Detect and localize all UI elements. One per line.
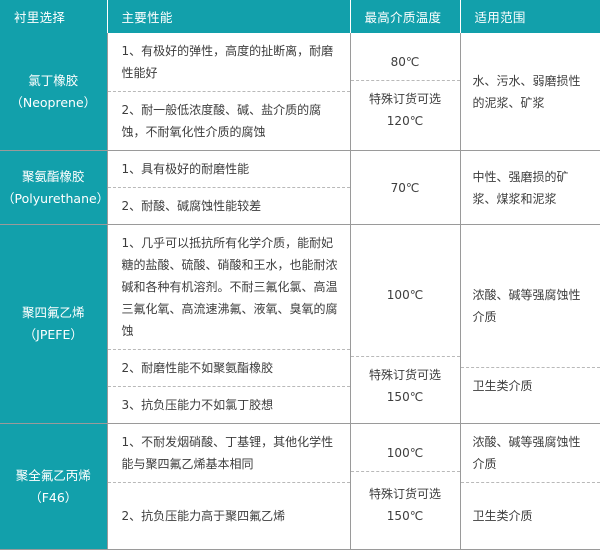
performance-text: 1、有极好的弹性，高度的扯断离，耐磨性能好 xyxy=(108,33,350,92)
lining-name-cn: 聚全氟乙丙烯 xyxy=(2,465,105,487)
list-item: 特殊订货可选 150℃ xyxy=(351,356,460,415)
temperature-note: 特殊订货可选 xyxy=(359,483,452,505)
list-item: 卫生类介质 xyxy=(461,367,600,404)
scope-text: 浓酸、碱等强腐蚀性介质 xyxy=(461,424,600,483)
temperature-entry: 100℃ xyxy=(351,234,460,357)
temperature-value: 120℃ xyxy=(359,110,452,132)
list-item: 1、有极好的弹性，高度的扯断离，耐磨性能好 xyxy=(108,33,350,92)
performance-cell: 1、几乎可以抵抗所有化学介质，能耐妃糖的盐酸、硫酸、硝酸和王水，也能耐浓碱和各种… xyxy=(107,225,350,424)
list-item: 2、抗负压能力高于聚四氟乙烯 xyxy=(108,483,350,550)
list-item: 浓酸、碱等强腐蚀性介质 xyxy=(461,424,600,483)
list-item: 100℃ xyxy=(351,234,460,357)
temperature-entry: 特殊订货可选 120℃ xyxy=(351,81,460,140)
performance-list: 1、具有极好的耐磨性能 2、耐酸、碱腐蚀性能较差 xyxy=(108,151,350,224)
scope-cell: 水、污水、弱磨损性的泥浆、矿浆 xyxy=(460,33,600,151)
temperature-entry: 特殊订货可选 150℃ xyxy=(351,356,460,415)
performance-text: 2、耐磨性能不如聚氨酯橡胶 xyxy=(108,350,350,387)
column-header-applicable-scope: 适用范围 xyxy=(460,0,600,33)
lining-name-en: （Polyurethane） xyxy=(2,188,105,210)
temperature-cell: 100℃ 特殊订货可选 150℃ xyxy=(350,424,460,550)
lining-material-cell: 氯丁橡胶 （Neoprene） xyxy=(0,33,107,151)
list-item: 2、耐一般低浓度酸、碱、盐介质的腐蚀，不耐氧化性介质的腐蚀 xyxy=(108,92,350,151)
lining-name-cn: 氯丁橡胶 xyxy=(2,70,105,92)
list-item: 2、耐酸、碱腐蚀性能较差 xyxy=(108,188,350,225)
table-row: 氯丁橡胶 （Neoprene） 1、有极好的弹性，高度的扯断离，耐磨性能好 2、… xyxy=(0,33,600,151)
lining-name-en: （Neoprene） xyxy=(2,92,105,114)
temperature-entry: 80℃ xyxy=(351,44,460,81)
column-header-max-medium-temperature: 最高介质温度 xyxy=(350,0,460,33)
lining-material-cell: 聚全氟乙丙烯 （F46） xyxy=(0,424,107,550)
lining-material-cell: 聚四氟乙烯 （JPEFE） xyxy=(0,225,107,424)
performance-text: 2、耐一般低浓度酸、碱、盐介质的腐蚀，不耐氧化性介质的腐蚀 xyxy=(108,92,350,151)
list-item: 浓酸、碱等强腐蚀性介质 xyxy=(461,245,600,368)
temperature-value: 100℃ xyxy=(359,442,452,464)
lining-name-en: （F46） xyxy=(2,487,105,509)
lining-name-cn: 聚四氟乙烯 xyxy=(2,302,105,324)
temperature-value: 150℃ xyxy=(359,505,452,527)
scope-text: 卫生类介质 xyxy=(461,367,600,404)
scope-list: 浓酸、碱等强腐蚀性介质 卫生类介质 xyxy=(461,245,600,404)
scope-cell: 浓酸、碱等强腐蚀性介质 卫生类介质 xyxy=(460,424,600,550)
list-item: 1、几乎可以抵抗所有化学介质，能耐妃糖的盐酸、硫酸、硝酸和王水，也能耐浓碱和各种… xyxy=(108,225,350,350)
lining-material-cell: 聚氨酯橡胶 （Polyurethane） xyxy=(0,151,107,225)
table-row: 聚四氟乙烯 （JPEFE） 1、几乎可以抵抗所有化学介质，能耐妃糖的盐酸、硫酸、… xyxy=(0,225,600,424)
list-item: 特殊订货可选 120℃ xyxy=(351,81,460,140)
performance-list: 1、不耐发烟硝酸、丁基锂，其他化学性能与聚四氟乙烯基本相同 2、抗负压能力高于聚… xyxy=(108,424,350,549)
temperature-value: 100℃ xyxy=(359,284,452,306)
column-header-main-performance: 主要性能 xyxy=(107,0,350,33)
list-item: 3、抗负压能力不如氯丁胶想 xyxy=(108,387,350,424)
list-item: 1、不耐发烟硝酸、丁基锂，其他化学性能与聚四氟乙烯基本相同 xyxy=(108,424,350,483)
header-row: 衬里选择 主要性能 最高介质温度 适用范围 xyxy=(0,0,600,33)
performance-text: 1、不耐发烟硝酸、丁基锂，其他化学性能与聚四氟乙烯基本相同 xyxy=(108,424,350,483)
performance-text: 1、几乎可以抵抗所有化学介质，能耐妃糖的盐酸、硫酸、硝酸和王水，也能耐浓碱和各种… xyxy=(108,225,350,350)
table-body: 氯丁橡胶 （Neoprene） 1、有极好的弹性，高度的扯断离，耐磨性能好 2、… xyxy=(0,33,600,550)
temperature-list: 80℃ 特殊订货可选 120℃ xyxy=(351,44,460,139)
scope-text: 卫生类介质 xyxy=(461,483,600,550)
list-item: 卫生类介质 xyxy=(461,483,600,550)
temperature-cell: 80℃ 特殊订货可选 120℃ xyxy=(350,33,460,151)
list-item: 2、耐磨性能不如聚氨酯橡胶 xyxy=(108,350,350,387)
table-row: 聚全氟乙丙烯 （F46） 1、不耐发烟硝酸、丁基锂，其他化学性能与聚四氟乙烯基本… xyxy=(0,424,600,550)
list-item: 80℃ xyxy=(351,44,460,81)
performance-text: 1、具有极好的耐磨性能 xyxy=(108,151,350,188)
performance-list: 1、几乎可以抵抗所有化学介质，能耐妃糖的盐酸、硫酸、硝酸和王水，也能耐浓碱和各种… xyxy=(108,225,350,423)
scope-cell: 浓酸、碱等强腐蚀性介质 卫生类介质 xyxy=(460,225,600,424)
temperature-entry: 特殊订货可选 150℃ xyxy=(351,472,460,539)
performance-cell: 1、不耐发烟硝酸、丁基锂，其他化学性能与聚四氟乙烯基本相同 2、抗负压能力高于聚… xyxy=(107,424,350,550)
temperature-list: 100℃ 特殊订货可选 150℃ xyxy=(351,234,460,415)
scope-list: 浓酸、碱等强腐蚀性介质 卫生类介质 xyxy=(461,424,600,549)
column-header-lining-selection: 衬里选择 xyxy=(0,0,107,33)
temperature-value: 150℃ xyxy=(359,386,452,408)
table-header: 衬里选择 主要性能 最高介质温度 适用范围 xyxy=(0,0,600,33)
scope-cell: 中性、强磨损的矿浆、煤浆和泥浆 xyxy=(460,151,600,225)
performance-text: 2、耐酸、碱腐蚀性能较差 xyxy=(108,188,350,225)
temperature-note: 特殊订货可选 xyxy=(359,88,452,110)
temperature-cell: 70℃ xyxy=(350,151,460,225)
performance-text: 3、抗负压能力不如氯丁胶想 xyxy=(108,387,350,424)
performance-cell: 1、具有极好的耐磨性能 2、耐酸、碱腐蚀性能较差 xyxy=(107,151,350,225)
list-item: 1、具有极好的耐磨性能 xyxy=(108,151,350,188)
table-row: 聚氨酯橡胶 （Polyurethane） 1、具有极好的耐磨性能 2、耐酸、碱腐… xyxy=(0,151,600,225)
lining-name-en: （JPEFE） xyxy=(2,324,105,346)
temperature-cell: 100℃ 特殊订货可选 150℃ xyxy=(350,225,460,424)
temperature-list: 100℃ 特殊订货可选 150℃ xyxy=(351,435,460,538)
performance-list: 1、有极好的弹性，高度的扯断离，耐磨性能好 2、耐一般低浓度酸、碱、盐介质的腐蚀… xyxy=(108,33,350,150)
lining-name-cn: 聚氨酯橡胶 xyxy=(2,166,105,188)
temperature-note: 特殊订货可选 xyxy=(359,364,452,386)
performance-cell: 1、有极好的弹性，高度的扯断离，耐磨性能好 2、耐一般低浓度酸、碱、盐介质的腐蚀… xyxy=(107,33,350,151)
temperature-entry: 100℃ xyxy=(351,435,460,472)
list-item: 特殊订货可选 150℃ xyxy=(351,472,460,539)
performance-text: 2、抗负压能力高于聚四氟乙烯 xyxy=(108,483,350,550)
scope-text: 浓酸、碱等强腐蚀性介质 xyxy=(461,245,600,368)
list-item: 100℃ xyxy=(351,435,460,472)
temperature-value: 80℃ xyxy=(359,51,452,73)
